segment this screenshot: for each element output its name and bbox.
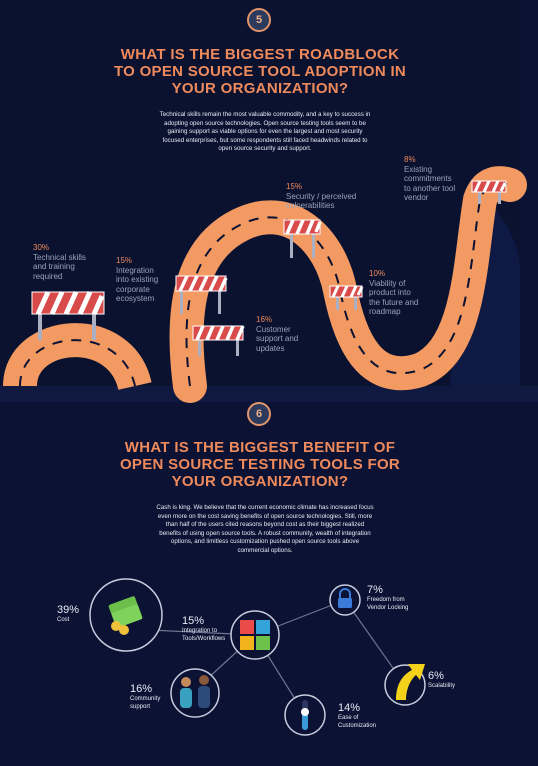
section-number-badge: 6: [247, 402, 271, 426]
intro-line: commercial options.: [237, 546, 293, 554]
benefit-percent: 14%: [338, 702, 361, 714]
road-dashes: [185, 182, 511, 387]
intro-line: open source security and support.: [218, 145, 312, 153]
label-line: product into: [369, 288, 411, 297]
label-line: Security / perceived: [286, 191, 357, 201]
roadblock-label: 30% Technical skills and training requir…: [33, 243, 86, 281]
roadblock-label: 15% Security / perceived vulnerabilities: [286, 182, 356, 211]
benefit-percent: 39%: [57, 604, 80, 616]
label-line: and training: [33, 262, 75, 271]
section-roadblocks: [0, 0, 520, 386]
roadblock-percent: 8%: [404, 155, 416, 164]
intro-line: than half of the users cited reasons bey…: [165, 521, 365, 529]
label-line: vulnerabilities: [286, 201, 335, 210]
section-benefits: [0, 386, 538, 766]
label-line: Integration: [116, 265, 154, 275]
label-line: the future and: [369, 297, 419, 307]
arrow-up-icon: [384, 664, 426, 706]
section-intro: Technical skills remain the most valuabl…: [130, 111, 400, 154]
benefit-label: 16% Community support: [130, 683, 160, 711]
slider-icon: [284, 694, 326, 736]
label-line: vendor: [404, 193, 429, 202]
benefit-label: 14% Ease of Customization: [338, 702, 376, 730]
title-line: YOUR ORGANIZATION?: [171, 473, 349, 490]
title-line: WHAT IS THE BIGGEST ROADBLOCK: [120, 46, 400, 63]
label-line: Technical skills: [33, 252, 86, 262]
benefit-text: Tools/Workflows: [182, 635, 226, 642]
title-line: OPEN SOURCE TESTING TOOLS FOR: [119, 456, 401, 473]
label-line: Existing: [404, 164, 433, 174]
label-line: commitments: [404, 174, 452, 183]
section-intro: Cash is king. We believe that the curren…: [128, 504, 402, 556]
benefit-label: 15% Integration to Tools/Workflows: [182, 615, 225, 643]
benefit-text: Customization: [338, 722, 377, 729]
benefit-percent: 15%: [182, 615, 205, 627]
intro-line: even more on the cost saving benefits of…: [157, 512, 373, 520]
barricade-icon: [175, 275, 228, 314]
roadblock-label: 10% Viability of product into the future…: [369, 269, 418, 317]
benefit-percent: 16%: [130, 683, 153, 695]
roadblock-label: 16% Customer support and updates: [256, 315, 298, 353]
barricade-icon: [283, 219, 322, 258]
money-icon: [89, 578, 163, 652]
barricade-icon: [329, 285, 364, 310]
intro-line: options, and limitless customization pus…: [170, 538, 360, 546]
benefit-label: 39% Cost: [57, 604, 79, 625]
section-title: WHAT IS THE BIGGEST BENEFIT OF OPEN SOUR…: [90, 439, 430, 490]
intro-line: benefits of using open source tools. A r…: [159, 529, 371, 537]
label-line: corporate: [116, 284, 150, 294]
label-line: updates: [256, 343, 285, 353]
benefit-percent: 7%: [367, 584, 383, 596]
title-line: WHAT IS THE BIGGEST BENEFIT OF: [124, 439, 396, 456]
section-number-badge: 5: [247, 8, 271, 32]
puzzle-icon: [230, 610, 280, 660]
roadblock-label: 15% Integration into existing corporate …: [116, 256, 158, 304]
people-icon: [170, 668, 220, 718]
intro-line: gaining support as viable options for ev…: [167, 128, 363, 136]
benefit-text: Cost: [57, 617, 70, 623]
intro-line: Technical skills remain the most valuabl…: [159, 111, 371, 118]
label-line: ecosystem: [116, 294, 155, 303]
label-line: into existing: [116, 275, 159, 284]
roadblock-percent: 15%: [286, 182, 303, 191]
label-line: support and: [256, 334, 299, 343]
intro-line: focused enterprises, but some respondent…: [162, 136, 368, 144]
benefit-text: Vendor Locking: [367, 604, 409, 611]
benefit-label: 7% Freedom from Vendor Locking: [367, 584, 408, 612]
label-line: Viability of: [369, 278, 406, 288]
title-line: YOUR ORGANIZATION?: [171, 80, 349, 97]
benefit-text: Ease of: [338, 715, 359, 721]
intro-line: Cash is king. We believe that the curren…: [156, 504, 374, 511]
benefit-text: Integration to: [182, 628, 218, 634]
label-line: to another tool: [404, 183, 456, 193]
benefit-text: Scalability: [428, 683, 456, 689]
roadblock-percent: 16%: [256, 315, 273, 324]
intro-line: adopting open source technologies. Open …: [164, 119, 366, 127]
benefit-text: Freedom from: [367, 597, 405, 603]
road-dashes: [19, 339, 136, 387]
title-line: TO OPEN SOURCE TOOL ADOPTION IN: [113, 63, 407, 80]
road-segment: [3, 323, 152, 392]
roadblock-percent: 30%: [33, 243, 50, 252]
roadblock-percent: 10%: [369, 269, 386, 278]
barricade-icon: [471, 180, 507, 204]
benefit-text: Community: [130, 696, 161, 702]
section-title: WHAT IS THE BIGGEST ROADBLOCK TO OPEN SO…: [90, 46, 430, 97]
barricade-icon: [192, 325, 245, 356]
benefit-percent: 6%: [428, 670, 444, 682]
benefit-label: 6% Scalability: [428, 670, 455, 691]
benefit-text: support: [130, 703, 151, 710]
label-line: required: [33, 271, 63, 281]
label-line: roadmap: [369, 307, 401, 316]
label-line: Customer: [256, 324, 291, 334]
lock-icon: [329, 584, 361, 616]
roadblock-percent: 15%: [116, 256, 133, 265]
roadblock-label: 8% Existing commitments to another tool …: [404, 155, 455, 203]
barricade-icon: [31, 290, 105, 340]
